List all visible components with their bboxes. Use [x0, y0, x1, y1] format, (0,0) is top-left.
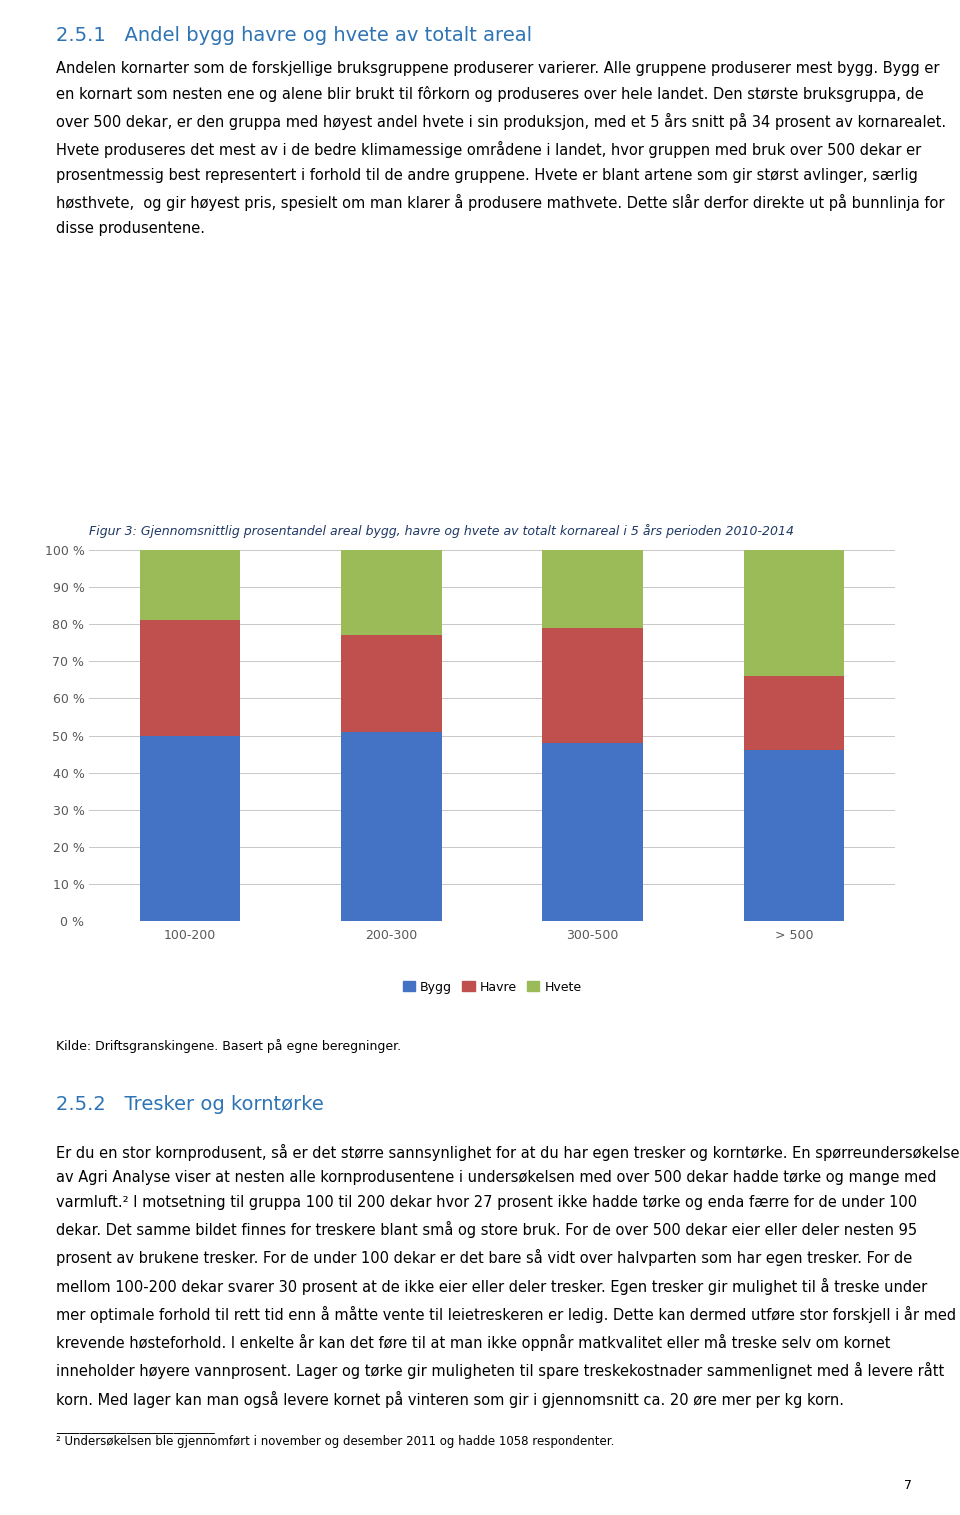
Bar: [542, 550, 643, 627]
Bar: [744, 676, 845, 750]
Text: 7: 7: [904, 1479, 912, 1492]
Legend: Bygg, Havre, Hvete: Bygg, Havre, Hvete: [397, 976, 587, 998]
Bar: [744, 750, 845, 921]
Bar: [542, 742, 643, 921]
Text: 2.5.2   Tresker og korntørke: 2.5.2 Tresker og korntørke: [56, 1095, 324, 1115]
Text: Er du en stor kornprodusent, så er det større sannsynlighet for at du har egen t: Er du en stor kornprodusent, så er det s…: [56, 1144, 959, 1407]
Text: 2.5.1   Andel bygg havre og hvete av totalt areal: 2.5.1 Andel bygg havre og hvete av total…: [56, 26, 532, 45]
Bar: [341, 550, 442, 635]
Text: Andelen kornarter som de forskjellige bruksgruppene produserer varierer. Alle gr: Andelen kornarter som de forskjellige br…: [56, 61, 946, 236]
Bar: [139, 550, 240, 621]
Text: ___________________________: ___________________________: [56, 1421, 214, 1435]
Bar: [139, 736, 240, 921]
Bar: [744, 550, 845, 676]
Bar: [341, 732, 442, 921]
Bar: [341, 635, 442, 732]
Bar: [139, 621, 240, 736]
Text: Figur 3: Gjennomsnittlig prosentandel areal bygg, havre og hvete av totalt korna: Figur 3: Gjennomsnittlig prosentandel ar…: [89, 524, 794, 538]
Text: ² Undersøkelsen ble gjennomført i november og desember 2011 og hadde 1058 respon: ² Undersøkelsen ble gjennomført i novemb…: [56, 1435, 614, 1448]
Text: Kilde: Driftsgranskingene. Basert på egne beregninger.: Kilde: Driftsgranskingene. Basert på egn…: [56, 1039, 401, 1053]
Bar: [542, 627, 643, 742]
